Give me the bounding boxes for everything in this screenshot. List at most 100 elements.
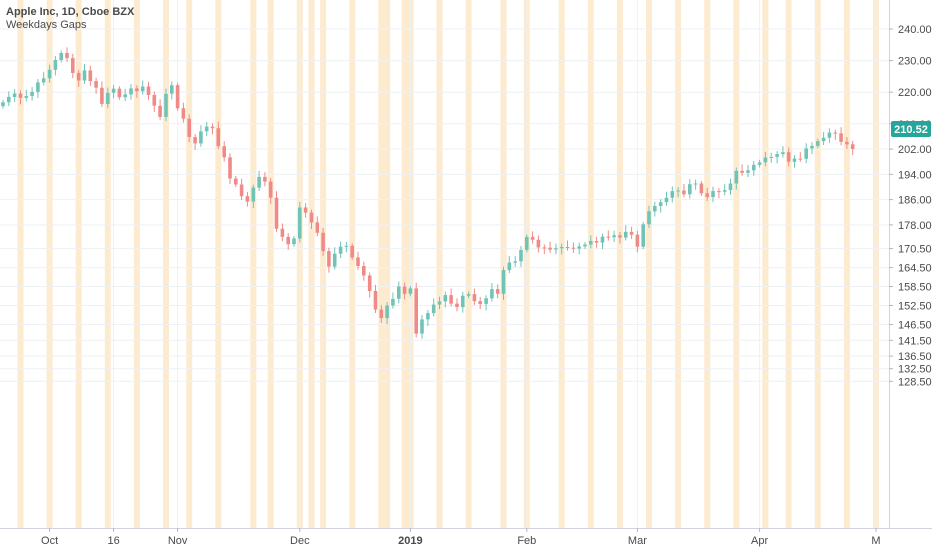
candle-up[interactable] [821, 132, 826, 145]
candle-up[interactable] [59, 50, 63, 63]
candle-down[interactable] [699, 181, 704, 196]
candle-down[interactable] [303, 203, 308, 218]
candle-down[interactable] [367, 272, 372, 298]
candle-down[interactable] [286, 233, 290, 250]
candle-down[interactable] [536, 235, 541, 253]
candle-down[interactable] [379, 304, 384, 323]
candle-up[interactable] [722, 184, 727, 196]
candle-up[interactable] [781, 146, 785, 158]
candle-up[interactable] [338, 241, 343, 259]
candle-up[interactable] [106, 87, 110, 109]
candle-up[interactable] [199, 125, 203, 147]
candle-up[interactable] [827, 128, 832, 143]
candle-up[interactable] [752, 161, 756, 176]
candle-up[interactable] [816, 138, 820, 149]
candle-up[interactable] [332, 247, 337, 270]
candle-down[interactable] [88, 65, 93, 86]
candle-up[interactable] [664, 191, 669, 206]
candle-up[interactable] [41, 71, 46, 86]
candle-up[interactable] [501, 266, 506, 300]
candle-down[interactable] [193, 134, 197, 150]
candle-up[interactable] [525, 234, 529, 253]
candle-down[interactable] [181, 102, 186, 123]
candle-down[interactable] [228, 153, 232, 185]
candle-down[interactable] [146, 81, 151, 100]
candle-up[interactable] [623, 225, 628, 241]
candle-down[interactable] [565, 240, 570, 251]
candle-up[interactable] [437, 296, 442, 310]
candle-down[interactable] [65, 47, 69, 62]
candle-up[interactable] [82, 64, 87, 84]
candle-up[interactable] [140, 80, 145, 95]
candle-down[interactable] [530, 231, 535, 244]
candle-down[interactable] [740, 164, 744, 176]
candle-up[interactable] [47, 64, 52, 83]
candle-up[interactable] [600, 233, 605, 250]
candle-up[interactable] [711, 186, 715, 203]
candle-up[interactable] [641, 221, 645, 250]
candle-up[interactable] [204, 121, 209, 137]
candle-up[interactable] [292, 236, 296, 247]
candle-up[interactable] [397, 281, 401, 304]
candle-down[interactable] [472, 288, 477, 305]
candle-up[interactable] [513, 256, 517, 267]
candle-down[interactable] [629, 226, 634, 239]
candle-up[interactable] [507, 256, 512, 274]
candle-down[interactable] [309, 209, 314, 229]
candle-down[interactable] [850, 140, 855, 156]
candle-down[interactable] [350, 243, 354, 260]
candle-down[interactable] [373, 284, 378, 313]
candle-up[interactable] [693, 179, 698, 190]
candle-down[interactable] [705, 187, 709, 201]
candle-down[interactable] [158, 99, 162, 120]
candle-up[interactable] [775, 151, 779, 164]
candle-up[interactable] [728, 178, 733, 195]
candle-up[interactable] [763, 152, 768, 167]
candle-down[interactable] [321, 228, 325, 256]
candle-down[interactable] [356, 251, 360, 270]
candle-down[interactable] [839, 127, 843, 146]
candle-down[interactable] [245, 191, 250, 207]
candle-down[interactable] [327, 247, 331, 273]
candle-up[interactable] [577, 242, 581, 255]
candle-down[interactable] [222, 141, 226, 162]
candle-up[interactable] [559, 243, 564, 255]
candle-up[interactable] [1, 99, 5, 109]
candle-up[interactable] [583, 242, 587, 249]
candle-down[interactable] [117, 86, 122, 100]
candle-down[interactable] [449, 288, 453, 307]
price-axis[interactable]: 240.00230.00220.00210.00202.00194.00186.… [889, 0, 932, 528]
candle-up[interactable] [810, 142, 814, 155]
candle-down[interactable] [234, 175, 238, 187]
candle-down[interactable] [315, 216, 320, 237]
candle-up[interactable] [170, 81, 174, 100]
candle-up[interactable] [111, 84, 116, 99]
candle-up[interactable] [298, 201, 302, 243]
candle-up[interactable] [757, 159, 762, 168]
candle-down[interactable] [263, 172, 267, 187]
candle-down[interactable] [94, 77, 98, 94]
candle-up[interactable] [443, 291, 448, 308]
candle-down[interactable] [635, 230, 640, 253]
candle-up[interactable] [647, 205, 651, 229]
candle-up[interactable] [466, 291, 471, 299]
candle-down[interactable] [455, 298, 459, 312]
candle-up[interactable] [688, 179, 692, 199]
candle-down[interactable] [280, 223, 285, 242]
candle-down[interactable] [268, 178, 273, 204]
candle-up[interactable] [408, 285, 413, 297]
candle-up[interactable] [164, 88, 168, 122]
candle-up[interactable] [385, 302, 389, 325]
candle-down[interactable] [76, 70, 81, 87]
candle-down[interactable] [187, 114, 191, 143]
candle-down[interactable] [216, 121, 221, 150]
candle-down[interactable] [414, 282, 418, 338]
candle-down[interactable] [362, 261, 366, 281]
candle-up[interactable] [653, 201, 657, 217]
candle-up[interactable] [484, 295, 488, 311]
candle-down[interactable] [100, 81, 104, 107]
candle-up[interactable] [53, 56, 58, 76]
candles[interactable] [1, 47, 855, 339]
candle-up[interactable] [612, 230, 616, 242]
candle-up[interactable] [461, 291, 465, 313]
